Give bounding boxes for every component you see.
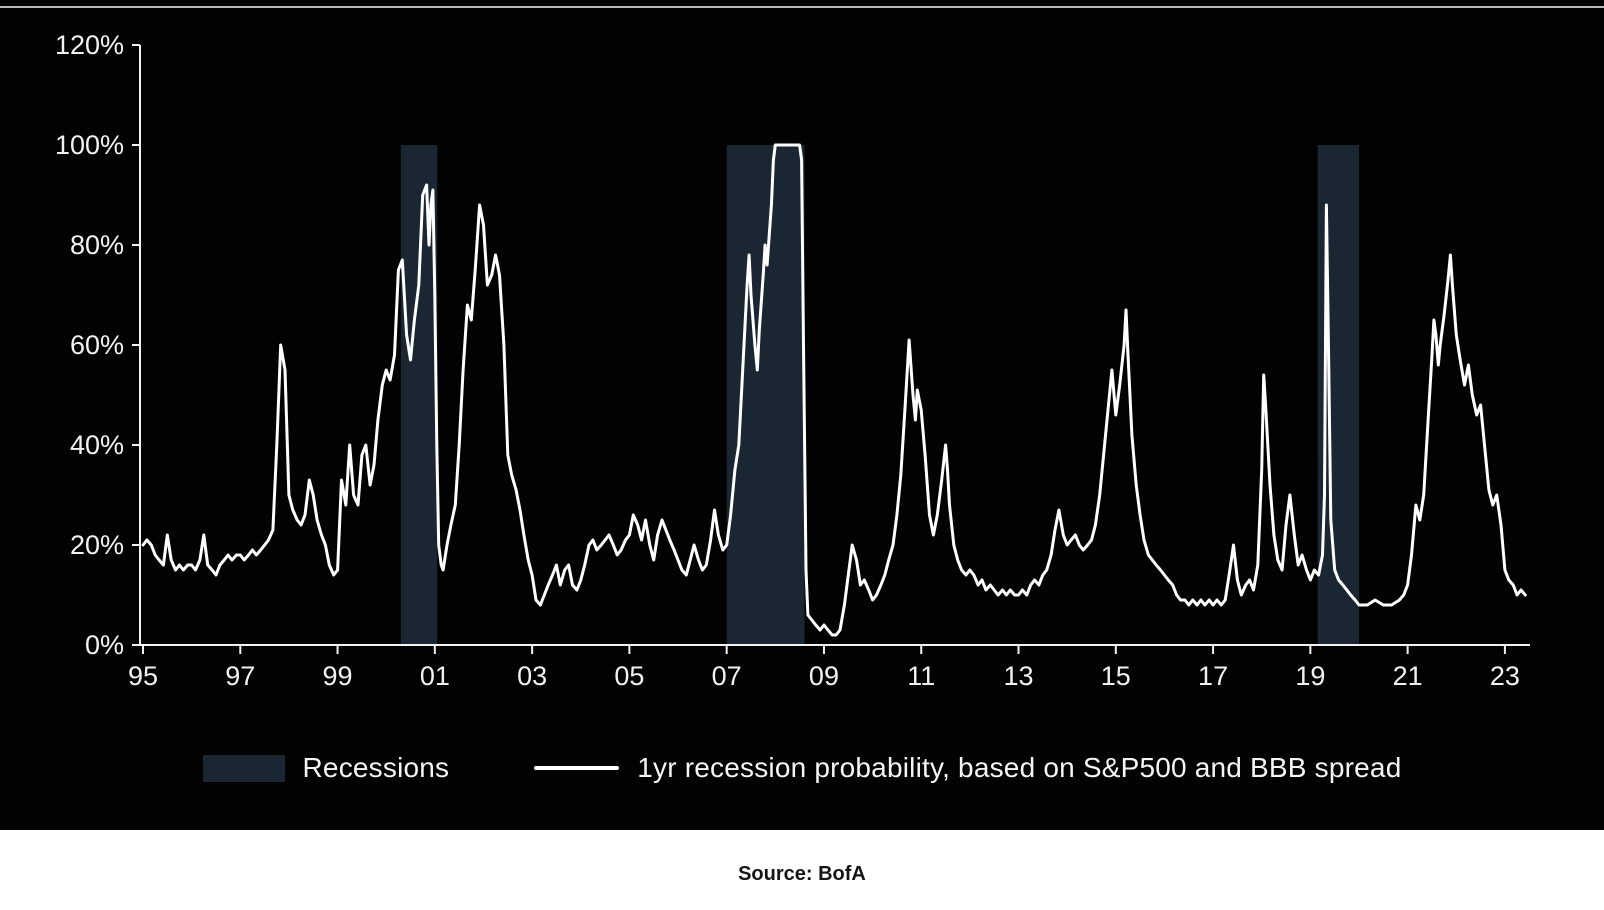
legend-item-recessions: Recessions [202,752,450,784]
x-tick-label: 01 [420,661,450,691]
x-tick-label: 97 [225,661,255,691]
y-tick-label: 20% [70,530,124,560]
x-tick-label: 21 [1393,661,1423,691]
source-text: Source: BofA [738,863,866,885]
y-tick-label: 80% [70,230,124,260]
recession-probability-chart: 0% 20% 40% 60% 80% 100% 120% 95 97 99 01 03 05 07 09 11… [55,30,1530,691]
source-bar: Source: BofA [0,830,1604,910]
legend-label-recessions: Recessions [302,752,450,783]
x-tick-label: 03 [517,661,547,691]
x-tick-label: 19 [1295,661,1325,691]
chart-panel: 0% 20% 40% 60% 80% 100% 120% 95 97 99 01 03 05 07 09 11… [0,0,1604,830]
x-tick-label: 15 [1101,661,1131,691]
recession-band [400,145,438,645]
legend-label-probability: 1yr recession probability, based on S&P5… [637,752,1402,783]
x-tick-label: 07 [712,661,742,691]
x-tick-label: 95 [128,661,158,691]
chart-legend: Recessions 1yr recession probability, ba… [0,752,1604,784]
y-tick-label: 60% [70,330,124,360]
x-tick-label: 13 [1003,661,1033,691]
y-tick-label: 40% [70,430,124,460]
panel-top-border [0,6,1604,8]
probability-line-swatch [534,766,620,770]
probability-line [141,143,1527,637]
y-tick-label: 0% [85,630,124,660]
recession-band [726,145,805,645]
legend-item-probability: 1yr recession probability, based on S&P5… [534,752,1401,784]
x-tick-label: 11 [907,661,935,691]
recession-band-swatch [202,754,285,782]
x-tick-label: 17 [1198,661,1228,691]
y-tick-label: 100% [55,130,124,160]
x-tick-label: 05 [614,661,644,691]
x-tick-label: 23 [1490,661,1520,691]
y-tick-label: 120% [55,30,124,60]
x-tick-label: 99 [323,661,353,691]
x-tick-label: 09 [809,661,839,691]
